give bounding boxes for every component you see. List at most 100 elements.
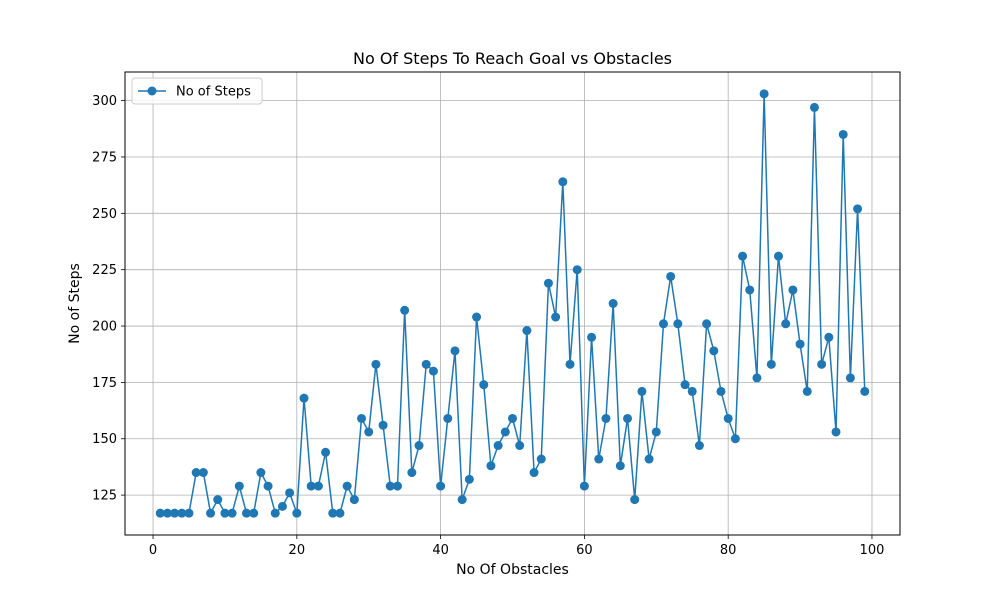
data-point xyxy=(213,495,223,505)
data-point xyxy=(759,89,769,99)
data-point xyxy=(292,508,302,518)
legend-label: No of Steps xyxy=(176,85,251,100)
data-point xyxy=(249,508,259,518)
data-point xyxy=(752,373,762,383)
data-point xyxy=(378,420,388,430)
data-point xyxy=(191,468,201,478)
data-point xyxy=(155,508,165,518)
data-point xyxy=(809,102,819,112)
series-no-of-steps xyxy=(155,89,870,518)
y-tick-label: 275 xyxy=(92,150,117,165)
data-point xyxy=(234,481,244,491)
data-point xyxy=(177,508,187,518)
legend-marker-swatch xyxy=(147,86,157,96)
data-point xyxy=(651,427,661,437)
data-point xyxy=(443,413,453,423)
data-point xyxy=(457,495,467,505)
data-point xyxy=(529,468,539,478)
data-point xyxy=(730,434,740,444)
plot-area-frame xyxy=(124,71,901,536)
data-point xyxy=(543,278,553,288)
y-tick-label: 225 xyxy=(92,263,117,278)
data-point xyxy=(644,454,654,464)
data-point xyxy=(285,488,295,498)
data-point xyxy=(227,508,237,518)
data-point xyxy=(421,359,431,369)
data-point xyxy=(357,413,367,423)
data-point xyxy=(206,508,216,518)
data-point xyxy=(184,508,194,518)
data-point xyxy=(572,265,582,275)
data-point xyxy=(306,481,316,491)
data-point xyxy=(479,380,489,390)
data-point xyxy=(709,346,719,356)
data-point xyxy=(579,481,589,491)
data-point xyxy=(299,393,309,403)
data-point xyxy=(738,251,748,261)
data-point xyxy=(853,204,863,214)
data-point xyxy=(263,481,273,491)
data-point xyxy=(680,380,690,390)
data-point xyxy=(342,481,352,491)
x-tick-label: 80 xyxy=(720,543,737,558)
data-point xyxy=(845,373,855,383)
data-point xyxy=(464,474,474,484)
y-tick-label: 150 xyxy=(92,432,117,447)
data-point xyxy=(594,454,604,464)
data-point xyxy=(838,129,848,139)
data-point xyxy=(515,441,525,451)
data-point xyxy=(508,413,517,423)
data-point xyxy=(694,441,704,451)
data-point xyxy=(170,508,180,518)
data-point xyxy=(802,386,812,396)
data-point xyxy=(313,481,323,491)
data-point xyxy=(817,359,827,369)
data-point xyxy=(551,312,561,322)
data-point xyxy=(270,508,280,518)
data-point xyxy=(687,386,697,396)
data-point xyxy=(587,332,597,342)
data-point xyxy=(349,495,359,505)
data-point xyxy=(500,427,510,437)
data-point xyxy=(608,299,618,308)
data-point xyxy=(220,508,230,518)
data-point xyxy=(493,441,503,451)
data-point xyxy=(766,359,776,369)
data-point xyxy=(666,271,676,281)
data-point xyxy=(392,481,402,491)
legend: No of Steps xyxy=(131,77,263,105)
data-point xyxy=(162,508,172,518)
y-tick-label: 300 xyxy=(92,94,117,109)
data-point xyxy=(486,461,496,471)
data-point xyxy=(788,285,798,295)
data-point xyxy=(436,481,446,491)
data-point xyxy=(658,319,668,329)
data-point xyxy=(522,326,532,336)
data-point xyxy=(558,177,568,187)
data-point xyxy=(407,468,417,478)
data-point xyxy=(565,359,575,369)
x-tick-label: 0 xyxy=(149,543,157,558)
data-point xyxy=(637,386,647,396)
data-point xyxy=(414,441,424,451)
data-point xyxy=(536,454,546,464)
data-point xyxy=(328,508,338,518)
chart-title: No Of Steps To Reach Goal vs Obstacles xyxy=(353,49,672,68)
data-point xyxy=(716,386,726,396)
data-point xyxy=(623,413,633,423)
data-point xyxy=(781,319,791,329)
x-tick-label: 60 xyxy=(576,543,593,558)
data-point xyxy=(702,319,712,329)
y-tick-label: 250 xyxy=(92,207,117,222)
axis-ticks: 0 20 40 60 80 100 125 150 175 200 225 250 275 300 xyxy=(92,94,884,558)
data-point xyxy=(385,481,395,491)
y-tick-label: 125 xyxy=(92,489,117,504)
data-point xyxy=(673,319,683,329)
data-point xyxy=(824,332,834,342)
data-point xyxy=(723,413,733,423)
y-axis-label: No of Steps xyxy=(67,263,83,344)
x-tick-label: 20 xyxy=(289,543,306,558)
data-point xyxy=(860,386,870,396)
data-point xyxy=(795,339,805,349)
